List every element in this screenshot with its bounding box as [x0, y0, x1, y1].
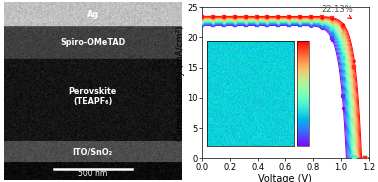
- Text: Perovskite
(TEAPF₆): Perovskite (TEAPF₆): [68, 87, 117, 106]
- Text: Spiro-OMeTAD: Spiro-OMeTAD: [60, 38, 125, 47]
- X-axis label: Voltage (V): Voltage (V): [259, 174, 312, 182]
- Text: ITO/SnO₂: ITO/SnO₂: [73, 147, 113, 156]
- Y-axis label: Current density (mA/cm²): Current density (mA/cm²): [176, 25, 185, 141]
- Text: Ag: Ag: [87, 10, 99, 19]
- Text: 22.13%: 22.13%: [322, 5, 353, 19]
- Text: 500 nm: 500 nm: [78, 169, 107, 178]
